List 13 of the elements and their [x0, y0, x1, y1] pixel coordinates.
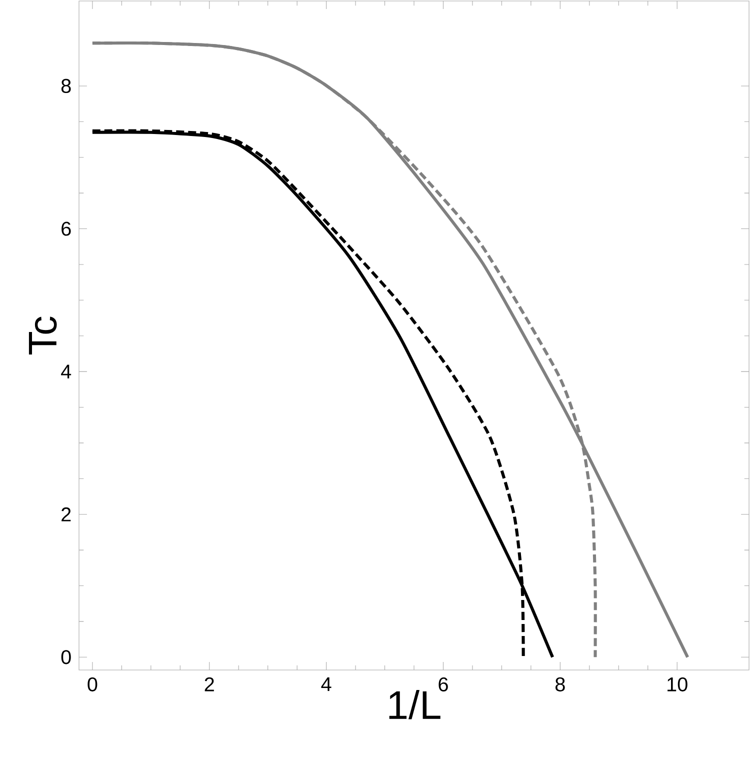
x-tick-label: 8: [556, 677, 565, 692]
x-tick-label: 6: [438, 677, 448, 692]
x-axis-title: 1/L: [389, 690, 440, 720]
y-tick-label: 8: [61, 78, 71, 94]
x-tick-label: 2: [204, 677, 214, 692]
x-tick-label: 4: [321, 677, 332, 692]
y-tick-label: 6: [62, 222, 71, 236]
y-axis-title: Tc: [28, 316, 57, 355]
x-tick-label: 10: [668, 677, 688, 692]
y-tick-label: 0: [61, 650, 71, 664]
x-tick-label: 0: [88, 677, 98, 692]
y-tick-label: 2: [62, 507, 71, 522]
y-tick-label: 4: [61, 364, 72, 378]
